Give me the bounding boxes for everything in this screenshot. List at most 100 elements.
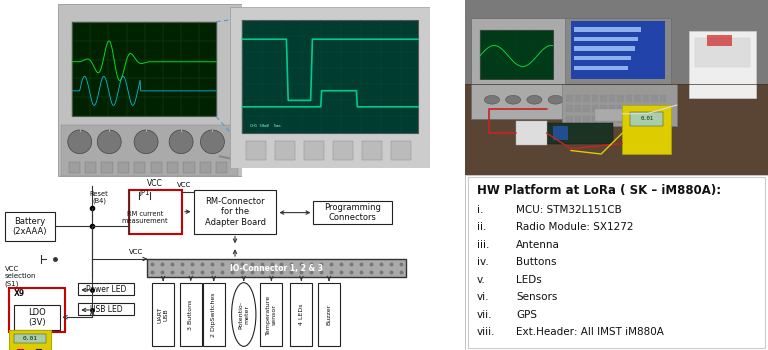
Bar	[200, 162, 211, 173]
Bar	[660, 105, 667, 112]
Text: JP1: JP1	[140, 190, 151, 196]
Bar	[9, 288, 65, 332]
Text: Battery
(2xAAA): Battery (2xAAA)	[13, 217, 47, 236]
Text: Ext.Header: All IMST iM880A: Ext.Header: All IMST iM880A	[516, 327, 664, 337]
Bar	[243, 20, 418, 133]
Bar	[574, 94, 581, 101]
Bar	[574, 105, 581, 112]
Text: Temperature
sensor: Temperature sensor	[266, 294, 276, 335]
Circle shape	[200, 130, 224, 154]
Text: iv.: iv.	[477, 257, 488, 267]
Bar	[630, 112, 664, 126]
Bar	[260, 283, 283, 346]
Bar	[643, 94, 650, 101]
Circle shape	[134, 130, 158, 154]
Bar	[609, 94, 615, 101]
Bar	[151, 162, 162, 173]
Bar	[595, 108, 634, 121]
Bar	[622, 105, 671, 154]
Text: VCC: VCC	[177, 182, 191, 188]
Bar	[617, 105, 624, 112]
Text: Programming
Connectors: Programming Connectors	[324, 203, 381, 222]
Bar	[651, 105, 658, 112]
Bar	[617, 116, 624, 122]
Bar	[660, 94, 667, 101]
Bar	[194, 190, 276, 233]
Bar	[643, 105, 650, 112]
Text: VCC
selection
(S1): VCC selection (S1)	[5, 266, 36, 287]
Text: USB LED: USB LED	[90, 304, 122, 314]
Bar	[152, 283, 174, 346]
Bar	[566, 116, 573, 122]
Text: Buttons: Buttons	[516, 257, 557, 267]
Text: Power LED: Power LED	[86, 285, 126, 294]
Text: vii.: vii.	[477, 310, 492, 320]
Bar	[9, 330, 51, 350]
Bar	[583, 105, 590, 112]
Bar	[592, 116, 598, 122]
Circle shape	[98, 130, 121, 154]
Bar	[333, 141, 353, 160]
Bar	[275, 141, 295, 160]
Text: 3 Buttons: 3 Buttons	[188, 299, 194, 330]
Bar	[465, 84, 768, 175]
Bar	[290, 283, 313, 346]
Bar	[516, 121, 547, 145]
Bar	[695, 38, 750, 66]
Bar	[313, 201, 392, 224]
Bar	[566, 105, 573, 112]
Bar	[85, 162, 96, 173]
Bar	[129, 190, 182, 233]
Text: 4 LEDs: 4 LEDs	[299, 304, 304, 325]
Bar	[564, 18, 671, 84]
Text: UART
USB: UART USB	[157, 306, 168, 323]
Bar	[465, 0, 768, 84]
Text: Radio Module: SX1272: Radio Module: SX1272	[516, 222, 634, 232]
Circle shape	[505, 95, 521, 104]
Text: 2 DipSwitches: 2 DipSwitches	[211, 292, 217, 337]
Bar	[601, 105, 607, 112]
Text: RM-Connector
for the
Adapter Board: RM-Connector for the Adapter Board	[204, 197, 266, 226]
Text: Potentio-
meter: Potentio- meter	[238, 300, 249, 329]
Text: VCC: VCC	[147, 179, 162, 188]
Bar	[626, 116, 632, 122]
Bar	[147, 259, 406, 277]
Bar	[566, 94, 573, 101]
Bar	[651, 116, 658, 122]
Ellipse shape	[232, 283, 256, 346]
Bar	[247, 141, 266, 160]
Bar	[574, 37, 637, 41]
Bar	[660, 116, 667, 122]
Circle shape	[68, 130, 91, 154]
Text: iii.: iii.	[477, 240, 489, 250]
Text: CH1 50mV  5ms: CH1 50mV 5ms	[250, 124, 281, 128]
Bar	[574, 66, 628, 70]
Text: X9: X9	[14, 289, 25, 298]
Bar	[561, 84, 677, 126]
Text: Reset
(B4): Reset (B4)	[90, 191, 108, 204]
Text: Buzzer: Buzzer	[326, 304, 332, 325]
Bar	[626, 105, 632, 112]
Text: 0.01: 0.01	[22, 336, 38, 341]
Text: v.: v.	[477, 275, 485, 285]
Text: i.: i.	[477, 205, 483, 215]
Text: MCU: STM32L151CB: MCU: STM32L151CB	[516, 205, 622, 215]
Bar	[101, 162, 113, 173]
Bar	[634, 116, 641, 122]
Bar	[318, 283, 340, 346]
Bar	[184, 162, 194, 173]
Bar	[203, 283, 225, 346]
Text: RM current
measurement: RM current measurement	[122, 211, 168, 224]
Bar	[547, 122, 614, 144]
Bar	[689, 32, 756, 98]
Bar	[592, 105, 598, 112]
Text: HW Platform at LoRa ( SK – iM880A):: HW Platform at LoRa ( SK – iM880A):	[477, 184, 721, 197]
Bar	[583, 116, 590, 122]
Bar	[118, 162, 129, 173]
Bar	[634, 94, 641, 101]
Bar	[14, 334, 46, 343]
Text: viii.: viii.	[477, 327, 495, 337]
Bar	[68, 162, 80, 173]
Text: Sensors: Sensors	[516, 292, 558, 302]
Bar	[592, 94, 598, 101]
